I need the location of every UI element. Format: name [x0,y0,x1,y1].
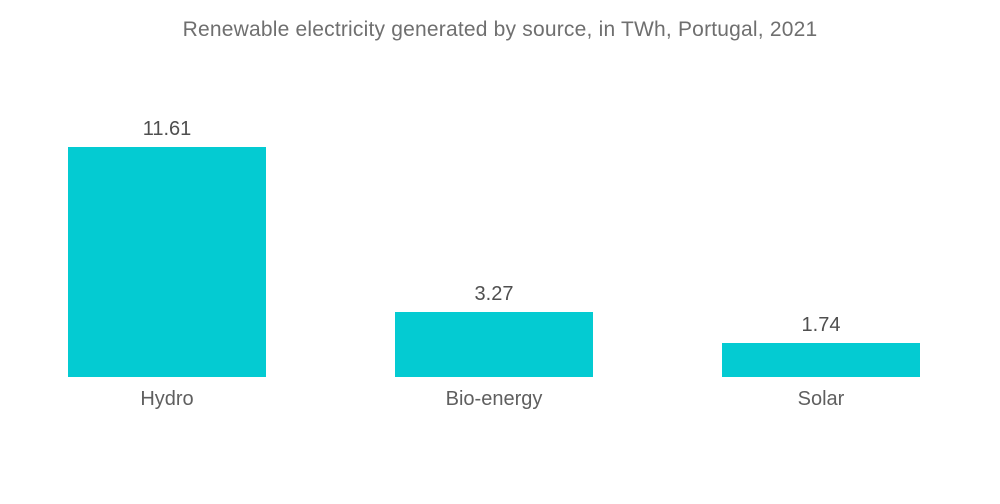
category-label-bio-energy: Bio-energy [445,388,543,410]
bar-group-solar: 1.74 Solar [722,314,920,410]
bar-bio-energy [395,312,593,377]
chart-title: Renewable electricity generated by sourc… [182,18,818,41]
category-label-hydro: Hydro [140,388,194,410]
category-label-solar: Solar [797,388,845,410]
bar-group-bio-energy: 3.27 Bio-energy [395,283,593,410]
plot-area: 11.61 Hydro 3.27 Bio-energy 1.74 Solar [68,100,920,410]
value-label-bio-energy: 3.27 [474,283,514,305]
bar-solar [722,343,920,377]
value-label-solar: 1.74 [801,314,841,336]
value-label-hydro: 11.61 [142,118,192,140]
bar-hydro [68,147,266,377]
bar-group-hydro: 11.61 Hydro [68,118,266,410]
